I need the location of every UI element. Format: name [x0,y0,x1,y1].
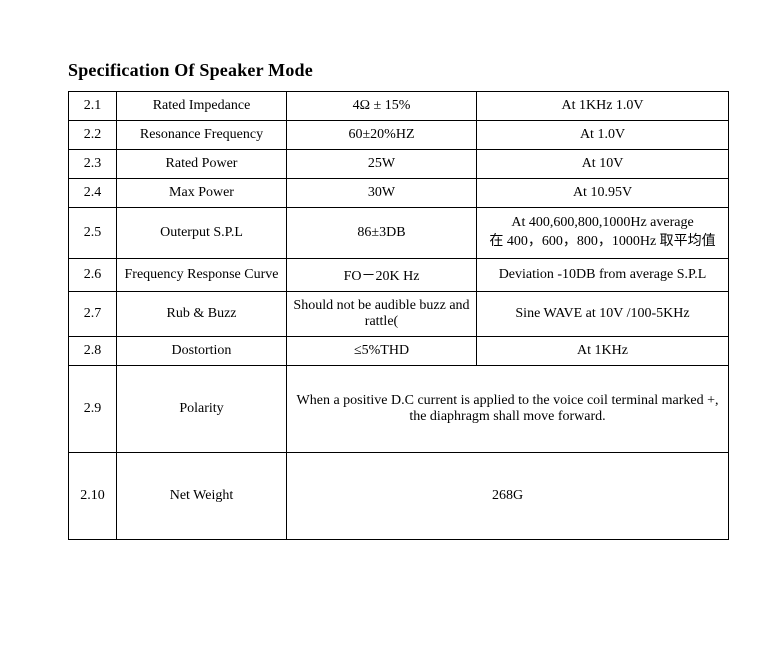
row-condition: At 1KHz [477,336,729,365]
row-param: Rub & Buzz [117,291,287,336]
row-merged: When a positive D.C current is applied t… [287,365,729,452]
table-row: 2.5 Outerput S.P.L 86±3DB At 400,600,800… [69,208,729,259]
row-param: Rated Power [117,150,287,179]
table-row: 2.7 Rub & Buzz Should not be audible buz… [69,291,729,336]
row-value: 4Ω ± 15% [287,92,477,121]
row-value: 60±20%HZ [287,121,477,150]
table-row: 2.4 Max Power 30W At 10.95V [69,179,729,208]
row-number: 2.7 [69,291,117,336]
table-row: 2.10 Net Weight 268G [69,452,729,539]
table-row: 2.1 Rated Impedance 4Ω ± 15% At 1KHz 1.0… [69,92,729,121]
page-title: Specification Of Speaker Mode [68,60,721,81]
row-condition: At 1.0V [477,121,729,150]
row-param: Rated Impedance [117,92,287,121]
row-merged: 268G [287,452,729,539]
row-number: 2.2 [69,121,117,150]
row-number: 2.4 [69,179,117,208]
spec-table: 2.1 Rated Impedance 4Ω ± 15% At 1KHz 1.0… [68,91,729,540]
row-number: 2.8 [69,336,117,365]
row-param: Frequency Response Curve [117,258,287,291]
row-value: 25W [287,150,477,179]
row-number: 2.3 [69,150,117,179]
table-row: 2.3 Rated Power 25W At 10V [69,150,729,179]
row-value: ≤5%THD [287,336,477,365]
row-param: Net Weight [117,452,287,539]
table-row: 2.2 Resonance Frequency 60±20%HZ At 1.0V [69,121,729,150]
row-param: Dostortion [117,336,287,365]
table-row: 2.6 Frequency Response Curve FO－20K Hz D… [69,258,729,291]
row-value: 30W [287,179,477,208]
row-value: FO－20K Hz [287,258,477,291]
row-number: 2.9 [69,365,117,452]
row-condition: At 10.95V [477,179,729,208]
row-condition: At 400,600,800,1000Hz average在 400，600，8… [477,208,729,259]
row-condition: At 1KHz 1.0V [477,92,729,121]
row-value: 86±3DB [287,208,477,259]
row-param: Resonance Frequency [117,121,287,150]
row-condition: At 10V [477,150,729,179]
row-number: 2.5 [69,208,117,259]
table-row: 2.8 Dostortion ≤5%THD At 1KHz [69,336,729,365]
row-number: 2.6 [69,258,117,291]
row-value: Should not be audible buzz and rattle( [287,291,477,336]
row-condition: Deviation -10DB from average S.P.L [477,258,729,291]
table-row: 2.9 Polarity When a positive D.C current… [69,365,729,452]
row-number: 2.10 [69,452,117,539]
row-param: Outerput S.P.L [117,208,287,259]
row-number: 2.1 [69,92,117,121]
row-condition: Sine WAVE at 10V /100-5KHz [477,291,729,336]
row-param: Max Power [117,179,287,208]
row-param: Polarity [117,365,287,452]
